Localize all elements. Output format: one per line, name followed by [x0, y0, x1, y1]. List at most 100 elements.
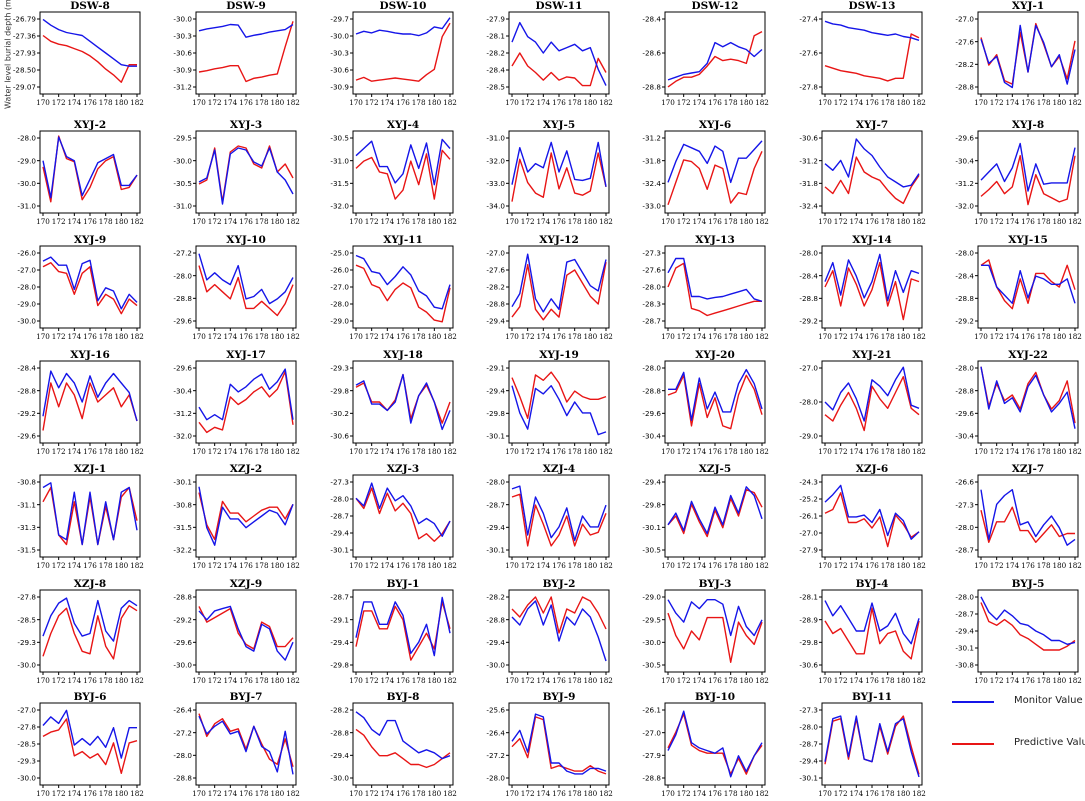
- series-line-monitor: [824, 484, 920, 540]
- x-tick-label: 180: [583, 98, 597, 107]
- x-tick-label: 174: [536, 98, 550, 107]
- y-tick-label: -30.0: [17, 661, 36, 670]
- x-tick-label: 174: [692, 561, 706, 570]
- y-tick-label: -30.9: [330, 83, 349, 92]
- y-tick-label: -28.2: [486, 283, 505, 292]
- x-tick-label: 174: [380, 789, 394, 798]
- series-line-monitor: [824, 138, 920, 188]
- x-tick-label: 174: [536, 447, 550, 456]
- panel-frame: [508, 702, 610, 786]
- x-tick-label: 178: [255, 789, 269, 798]
- y-tick-label: -28.0: [799, 249, 818, 258]
- series-line-monitor: [667, 41, 763, 81]
- panel-title: XYJ-19: [539, 349, 579, 361]
- x-tick-label: 176: [708, 789, 722, 798]
- x-tick-label: 174: [536, 561, 550, 570]
- x-tick-label: 174: [849, 561, 863, 570]
- x-tick-label: 176: [83, 217, 97, 226]
- y-tick-label: -28.7: [330, 593, 349, 602]
- x-tick-label: 170: [661, 447, 675, 456]
- x-tick-label: 176: [708, 447, 722, 456]
- series-line-monitor: [42, 18, 137, 67]
- y-tick-label: -29.0: [330, 317, 349, 326]
- y-tick-label: -30.5: [330, 134, 349, 143]
- x-tick-label: 178: [99, 98, 113, 107]
- panel-frame: [821, 130, 923, 214]
- y-tick-label: -30.0: [173, 156, 192, 165]
- y-tick-label: -31.2: [173, 409, 192, 418]
- x-tick-label: 172: [52, 98, 66, 107]
- x-tick-label: 170: [661, 217, 675, 226]
- x-tick-label: 176: [239, 789, 253, 798]
- x-tick-label: 170: [505, 789, 519, 798]
- panel-title: XYJ-17: [226, 349, 266, 361]
- x-tick-label: 180: [1052, 561, 1066, 570]
- panel-title: DSW-12: [692, 0, 739, 12]
- panel-title: XZJ-8: [74, 578, 106, 590]
- series-line-predictive: [980, 154, 1076, 206]
- x-tick-label: 176: [239, 98, 253, 107]
- x-tick-label: 174: [692, 332, 706, 341]
- y-tick-label: -31.1: [17, 500, 36, 509]
- x-tick-label: 180: [114, 332, 128, 341]
- x-tick-label: 176: [239, 217, 253, 226]
- x-tick-label: 172: [521, 789, 535, 798]
- x-tick-label: 170: [505, 447, 519, 456]
- y-tick-label: -29.3: [330, 364, 349, 373]
- series-line-predictive: [667, 151, 763, 206]
- y-tick-label: -30.1: [955, 644, 974, 653]
- x-tick-label: 174: [380, 332, 394, 341]
- x-tick-label: 174: [692, 676, 706, 685]
- y-tick-label: -32.0: [486, 156, 505, 165]
- y-tick-label: -28.7: [955, 610, 974, 619]
- series-line-monitor: [198, 253, 294, 305]
- x-tick-label: 180: [583, 561, 597, 570]
- y-tick-label: -27.36: [13, 32, 37, 41]
- y-tick-label: -31.2: [799, 156, 818, 165]
- x-tick-label: 170: [505, 676, 519, 685]
- series-line-monitor: [198, 368, 294, 421]
- x-tick-label: 182: [443, 676, 457, 685]
- x-tick-label: 178: [1037, 676, 1051, 685]
- x-tick-label: 178: [255, 332, 269, 341]
- series-line-predictive: [511, 716, 607, 775]
- y-tick-label: -30.0: [17, 774, 36, 783]
- y-tick-label: -30.4: [955, 156, 974, 165]
- y-tick-label: -29.1: [330, 615, 349, 624]
- panel-title: XYJ-7: [856, 119, 888, 131]
- panel-title: XYJ-21: [852, 349, 892, 361]
- y-tick-label: -27.2: [173, 728, 192, 737]
- x-tick-label: 170: [818, 676, 832, 685]
- y-tick-label: -31.0: [330, 156, 349, 165]
- x-tick-label: 174: [1005, 217, 1019, 226]
- panel-frame: [195, 589, 297, 673]
- y-tick-label: -28.0: [799, 398, 818, 407]
- x-tick-label: 174: [223, 332, 237, 341]
- x-tick-label: 180: [896, 447, 910, 456]
- x-tick-label: 172: [990, 217, 1004, 226]
- y-tick-label: -29.6: [955, 134, 974, 143]
- x-tick-label: 172: [208, 98, 222, 107]
- series-line-predictive: [824, 261, 920, 321]
- y-tick-label: -28.8: [955, 83, 974, 92]
- x-tick-label: 170: [192, 789, 206, 798]
- y-tick-label: -28.8: [330, 728, 349, 737]
- panel-frame: [977, 130, 1079, 214]
- panel-title: XYJ-16: [70, 349, 110, 361]
- x-tick-label: 182: [755, 217, 769, 226]
- y-tick-label: -31.2: [173, 83, 192, 92]
- panel-title: XYJ-6: [699, 119, 731, 131]
- y-tick-label: -29.2: [799, 317, 818, 326]
- x-tick-label: 178: [1037, 447, 1051, 456]
- series-line-predictive: [355, 22, 451, 82]
- series-line-monitor: [355, 138, 451, 186]
- series-line-predictive: [198, 713, 294, 767]
- y-tick-label: -28.0: [330, 300, 349, 309]
- x-tick-label: 172: [834, 217, 848, 226]
- y-tick-label: -30.6: [330, 66, 349, 75]
